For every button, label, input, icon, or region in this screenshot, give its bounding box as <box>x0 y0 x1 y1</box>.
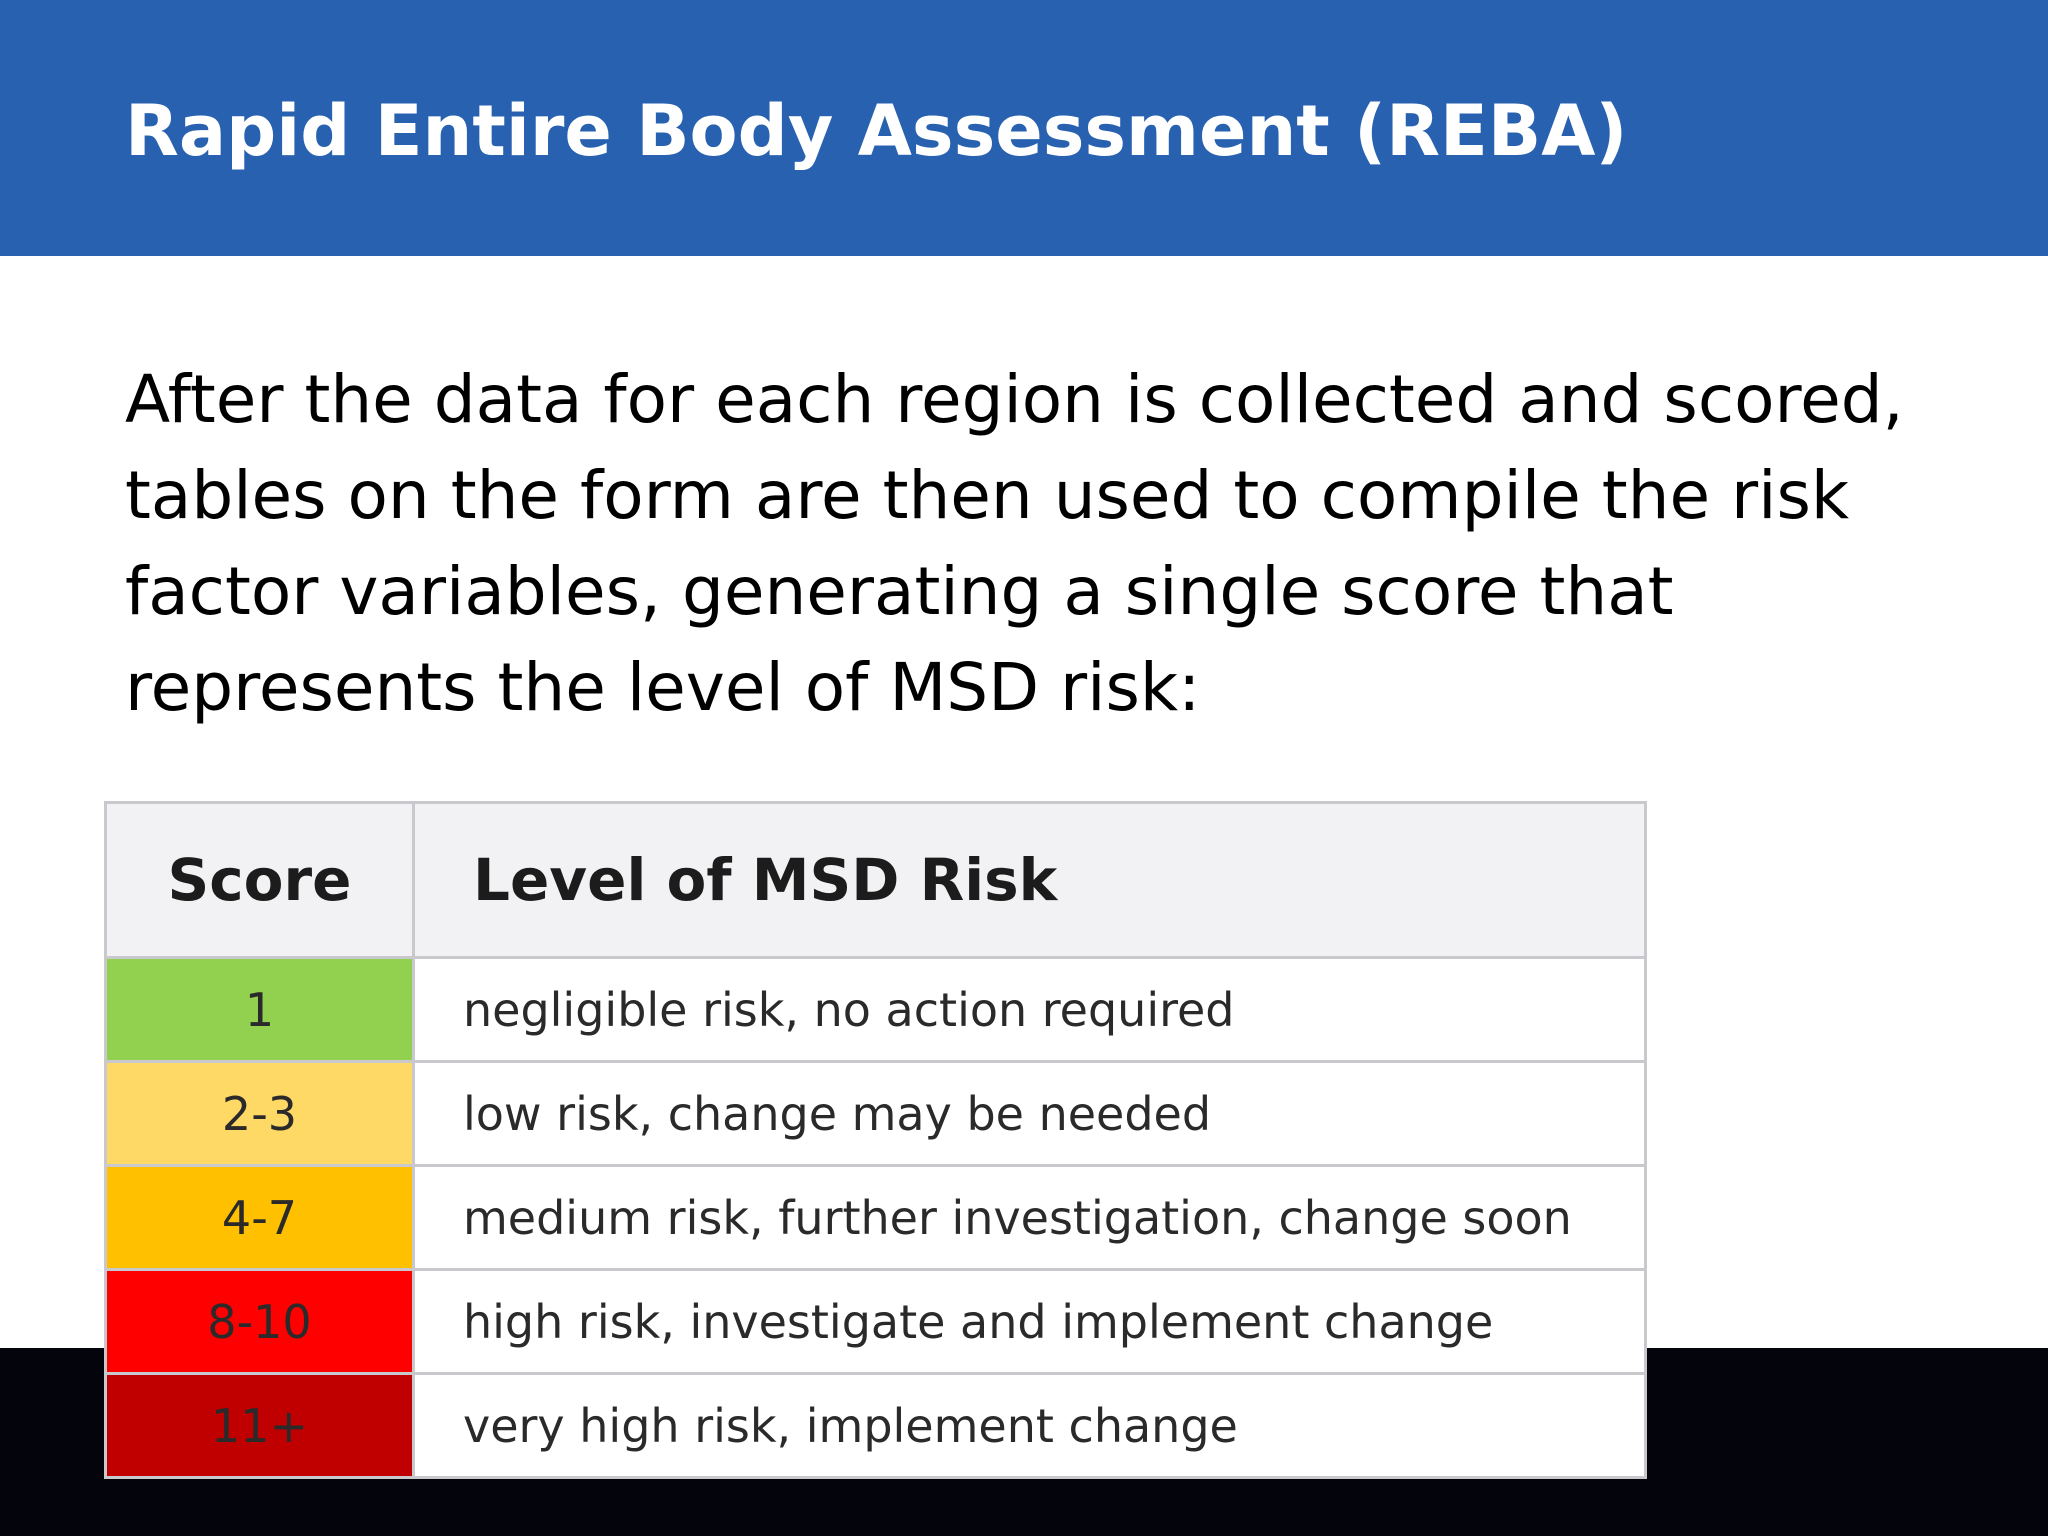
score-cell: 11+ <box>104 1372 415 1479</box>
risk-level-column-header: Level of MSD Risk <box>412 801 1647 959</box>
risk-level-cell: medium risk, further investigation, chan… <box>412 1164 1647 1271</box>
slide-body-text: After the data for each region is collec… <box>125 361 1904 726</box>
score-cell: 8-10 <box>104 1268 415 1375</box>
score-cell: 4-7 <box>104 1164 415 1271</box>
score-column-header: Score <box>104 801 415 959</box>
table-row: 11+ very high risk, implement change <box>104 1372 1647 1479</box>
table-header-row: Score Level of MSD Risk <box>104 801 1647 959</box>
risk-level-cell: high risk, investigate and implement cha… <box>412 1268 1647 1375</box>
reba-risk-table: Score Level of MSD Risk 1 negligible ris… <box>104 801 1647 1479</box>
risk-level-cell: low risk, change may be needed <box>412 1060 1647 1167</box>
table-row: 2-3 low risk, change may be needed <box>104 1060 1647 1167</box>
score-cell: 2-3 <box>104 1060 415 1167</box>
slide-title: Rapid Entire Body Assessment (REBA) <box>125 90 1628 172</box>
table-row: 8-10 high risk, investigate and implemen… <box>104 1268 1647 1375</box>
risk-level-cell: very high risk, implement change <box>412 1372 1647 1479</box>
title-bar: Rapid Entire Body Assessment (REBA) <box>0 0 2048 256</box>
table-row: 1 negligible risk, no action required <box>104 956 1647 1063</box>
risk-level-cell: negligible risk, no action required <box>412 956 1647 1063</box>
score-cell: 1 <box>104 956 415 1063</box>
table-row: 4-7 medium risk, further investigation, … <box>104 1164 1647 1271</box>
